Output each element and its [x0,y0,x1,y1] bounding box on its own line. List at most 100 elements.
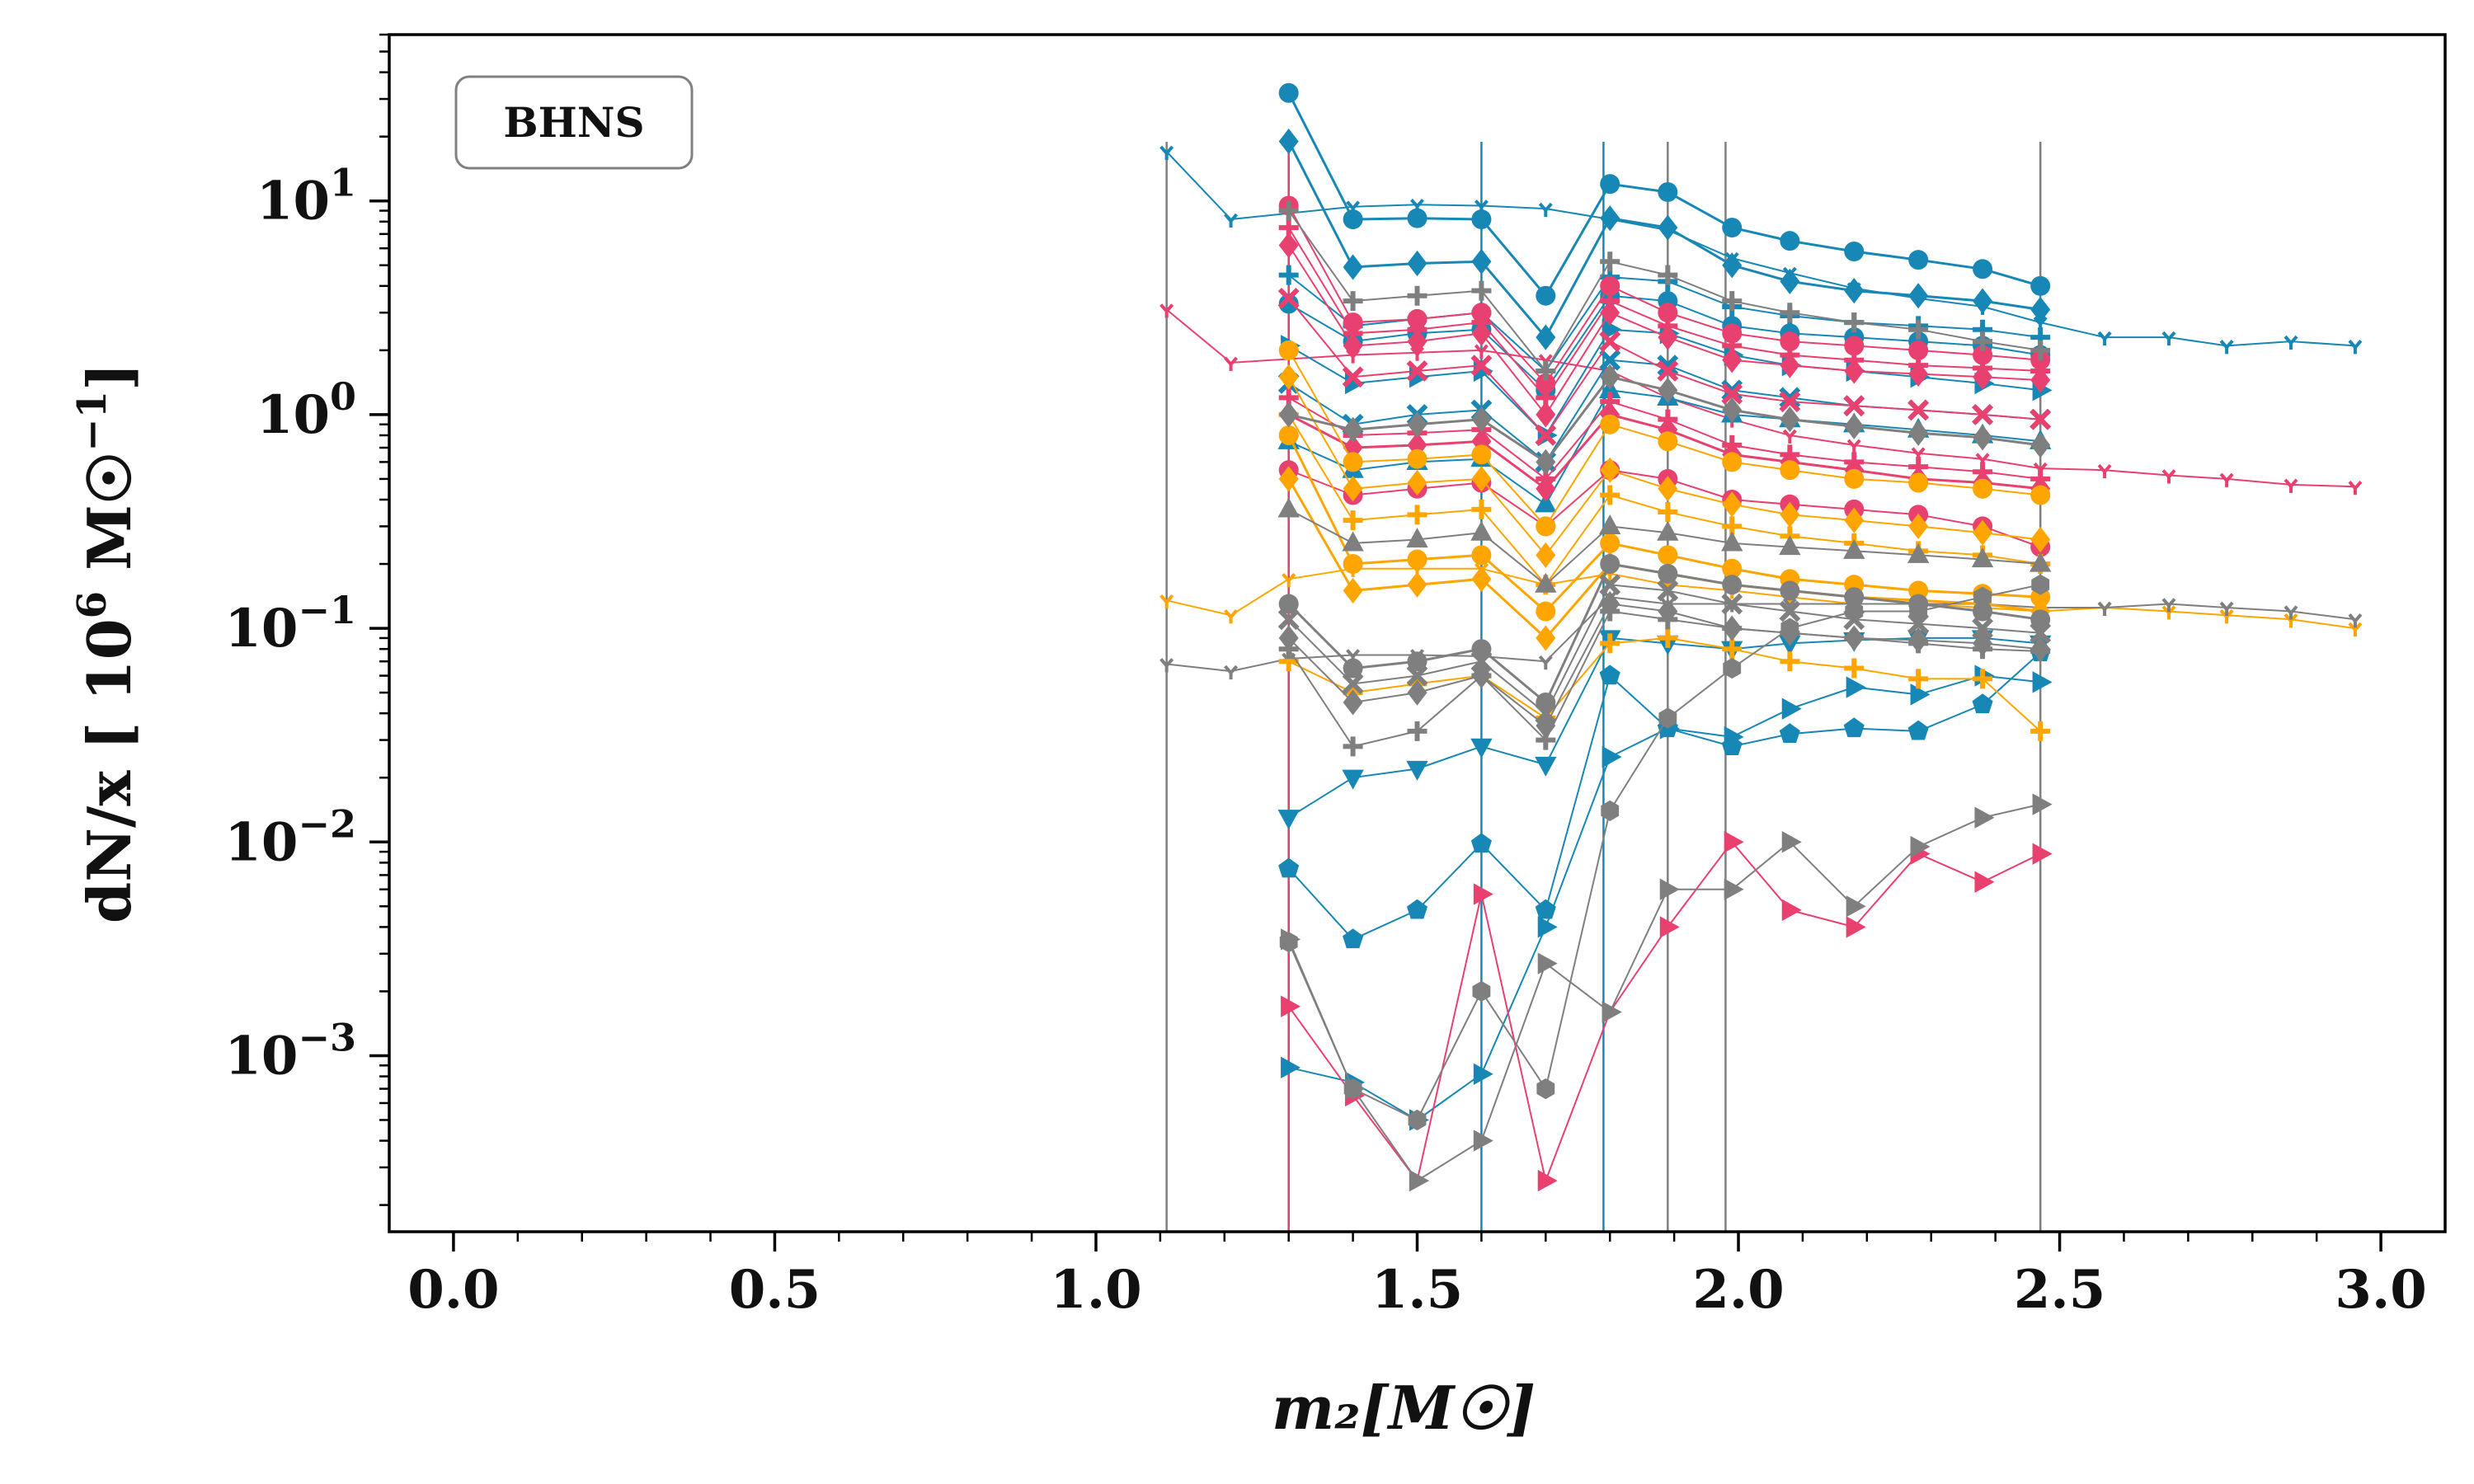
data-point [1406,899,1428,919]
data-point [1780,460,1800,481]
data-point [1343,312,1363,333]
data-point [1278,625,1299,651]
data-point [1343,434,1363,461]
data-point [1780,231,1800,251]
data-point [1470,520,1493,541]
data-point [1407,448,1427,469]
data-point [1779,535,1801,556]
data-point [1159,594,1174,609]
data-point [1406,360,1428,382]
data-point [1844,413,1865,439]
data-point [1721,735,1743,756]
data-point [1779,387,1801,409]
data-point [1473,1129,1493,1152]
data-point [1780,352,1800,378]
x-axis-title-text: m₂[M☉] [1272,1373,1536,1443]
data-point [1474,344,1489,359]
data-point [1343,577,1363,604]
y-axis-title-close: ] [74,363,144,391]
data-point [1722,558,1743,579]
data-point [1600,554,1620,575]
data-point [1277,810,1300,830]
data-point [1278,82,1299,103]
data-point [1909,600,1928,622]
y-axis-title-main: dN/x [ 10 [74,618,144,923]
data-point [1278,466,1299,492]
data-point [1973,669,1993,689]
data-point [1282,573,1296,588]
data-point [1658,707,1677,729]
data-point [1843,717,1865,738]
data-point [1407,308,1427,329]
data-point [1908,283,1929,309]
data-point [1406,528,1428,548]
data-point [1600,533,1620,553]
data-point [1342,673,1364,695]
data-point [1657,580,1679,602]
data-point [1537,916,1558,938]
data-point [1973,462,1993,482]
data-point [2030,485,2051,505]
data-point [1342,366,1364,388]
data-point [1600,299,1620,326]
data-point [1907,542,1930,563]
data-point [1343,658,1363,679]
data-point [1277,608,1300,631]
data-point [1278,294,1299,314]
data-point [1600,601,1620,622]
data-point [1600,414,1620,434]
data-point [1281,995,1301,1017]
data-point [2348,613,2363,628]
data-point [1779,391,1801,413]
series-line-group [1278,364,2051,475]
data-point [2030,296,2051,323]
data-point [1845,600,1864,622]
data-point [1844,627,1865,648]
data-point [1972,693,1993,714]
data-point [1408,1109,1427,1131]
data-point [1535,572,1557,593]
data-point [1343,510,1363,531]
series-line-group [1277,287,2052,446]
data-point [1343,928,1364,949]
data-point [1844,468,1865,489]
series-line [1166,596,2356,673]
data-point [2030,622,2052,644]
data-point [2348,622,2363,637]
data-point [1343,209,1363,230]
data-point [2097,463,2112,479]
data-point [1723,657,1742,679]
data-point [1658,609,1678,630]
data-point [1844,358,1865,384]
data-point [2030,408,2052,430]
x-axis-title: m₂[M☉] [1272,1373,1536,1443]
data-point [2030,432,2051,458]
data-point [1658,324,1678,350]
data-point [1406,665,1428,687]
data-point [1973,586,1992,608]
data-point [1658,476,1678,502]
data-point [1407,208,1427,228]
data-point [2219,609,2234,624]
data-point [1600,174,1620,195]
data-point [1721,383,1743,405]
data-point [1278,340,1299,360]
data-point [1844,336,1865,356]
data-point [2284,478,2298,493]
data-point [1536,730,1556,750]
plot-area [1159,82,2363,1232]
data-point [1908,633,1929,654]
data-point [1536,542,1556,568]
data-point [1973,639,1993,660]
data-point [1471,248,1492,275]
data-point [1844,242,1865,262]
data-point [1599,514,1621,535]
data-point [1908,513,1929,540]
data-point [1536,712,1556,739]
data-point [1473,883,1493,905]
series-line [1166,567,2356,630]
data-point [1343,476,1363,502]
data-point [1843,395,1865,417]
data-point [1470,355,1493,377]
data-point [1781,899,1802,922]
